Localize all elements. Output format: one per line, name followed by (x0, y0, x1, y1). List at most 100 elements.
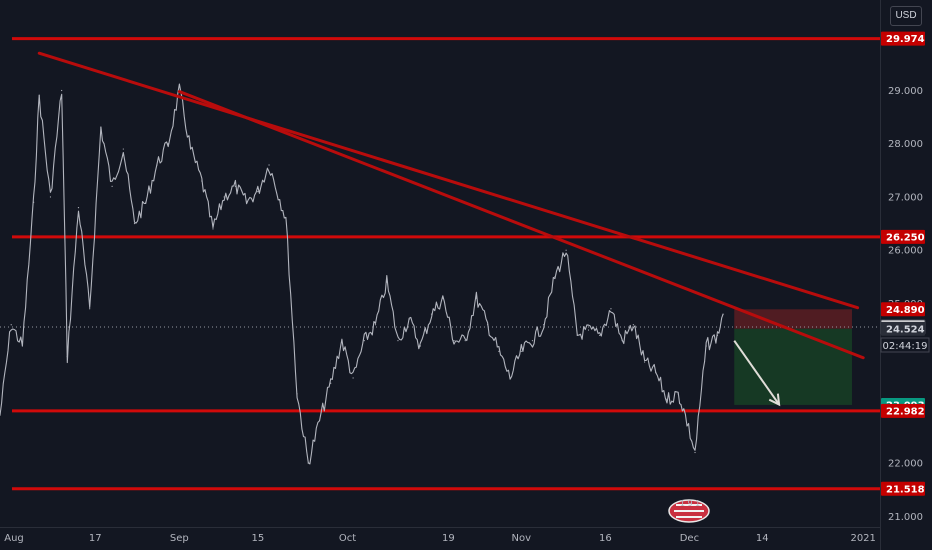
price-tag-red (881, 229, 925, 244)
price-axis-tags: 29.97426.25024.89024.55724.52423.09322.9… (880, 31, 926, 496)
price-point-1 (10, 324, 12, 326)
price-tick-label: 21.000 (888, 512, 923, 523)
stop-loss-zone (734, 309, 852, 329)
price-point-57 (632, 324, 634, 326)
trendline-1 (177, 90, 865, 360)
price-point-29 (318, 419, 321, 422)
price-tick-label: 29.000 (888, 86, 923, 97)
take-profit-zone (734, 328, 852, 405)
price-point-40 (442, 297, 444, 299)
price-point-30 (330, 382, 332, 384)
price-point-59 (655, 372, 657, 374)
price-tag-red (881, 302, 925, 317)
price-point-23 (246, 201, 248, 203)
price-point-12 (122, 148, 124, 150)
axes (0, 0, 881, 550)
price-point-25 (268, 164, 270, 166)
time-tick-label: Sep (170, 533, 189, 544)
price-tag-grey (881, 321, 925, 336)
time-tick-label: Nov (512, 533, 532, 544)
price-point-20 (212, 228, 214, 230)
price-point-63 (694, 451, 696, 454)
time-tick-label: Aug (4, 533, 24, 544)
price-point-53 (587, 329, 590, 331)
price-point-2 (21, 345, 24, 347)
price-tag-label: 29.974 (886, 34, 925, 45)
position-zones (734, 309, 852, 405)
time-tick-label: 16 (599, 533, 612, 544)
bar-countdown: 02:44:19 (883, 341, 928, 352)
price-point-54 (599, 334, 601, 336)
price-point-22 (234, 185, 237, 187)
price-point-38 (419, 345, 421, 347)
projection-arrow-head-icon (768, 393, 781, 407)
price-point-28 (307, 462, 309, 464)
price-point-21 (223, 196, 225, 198)
price-point-36 (397, 340, 399, 342)
price-point-19 (201, 180, 203, 182)
price-point-9 (89, 308, 91, 310)
price-point-13 (133, 222, 136, 225)
price-tag-label: 24.524 (886, 324, 925, 335)
countdown-box (880, 337, 930, 353)
price-point-39 (430, 313, 433, 315)
price-point-18 (189, 148, 192, 150)
price-point-27 (296, 393, 298, 395)
price-point-62 (683, 409, 685, 411)
price-point-3 (33, 201, 35, 203)
price-point-37 (408, 318, 410, 320)
price-series-line (0, 83, 724, 465)
price-point-6 (61, 89, 63, 92)
projection-arrow-shaft (733, 340, 780, 406)
horizontal-levels (12, 37, 880, 491)
price-point-35 (386, 281, 388, 283)
price-point-47 (520, 350, 522, 352)
price-tick-label: 22.000 (888, 459, 923, 470)
price-point-50 (554, 276, 556, 278)
price-point-4 (38, 95, 40, 97)
price-point-60 (666, 398, 668, 400)
time-tick-label: Dec (680, 533, 699, 544)
price-tag-red (881, 31, 925, 46)
price-point-31 (341, 340, 343, 342)
price-point-10 (100, 127, 102, 129)
event-marker-group[interactable]: 1 9 1 (668, 499, 710, 523)
price-point-58 (643, 361, 646, 363)
price-point-46 (509, 377, 511, 379)
price-point-52 (576, 334, 578, 336)
price-point-65 (716, 334, 719, 336)
price-tag-label: 24.890 (886, 305, 925, 316)
price-point-61 (677, 393, 679, 395)
price-point-49 (543, 324, 545, 326)
price-point-34 (374, 324, 377, 326)
flag-stripes-icon (674, 504, 704, 518)
price-tag-label: 22.982 (886, 406, 925, 417)
price-point-14 (145, 201, 147, 203)
price-point-48 (531, 340, 534, 342)
price-tick-label: 26.000 (888, 246, 923, 257)
price-tag-label: 21.518 (886, 484, 925, 495)
projection-arrow-group (733, 340, 781, 407)
time-tick-label: 15 (251, 533, 264, 544)
event-marker-label: 1 9 1 (680, 499, 700, 508)
price-tick-label: 28.000 (888, 139, 923, 150)
price-point-45 (498, 350, 500, 352)
price-point-26 (285, 217, 287, 219)
time-tick-label: Oct (339, 533, 356, 544)
price-tag-red (881, 481, 925, 496)
price-point-56 (621, 340, 623, 342)
price-point-44 (487, 324, 489, 326)
price-point-15 (156, 164, 158, 166)
price-point-42 (464, 340, 466, 342)
price-point-5 (49, 196, 52, 198)
price-point-8 (77, 207, 80, 209)
currency-button[interactable]: USD (890, 6, 922, 26)
price-point-33 (363, 340, 365, 342)
price-point-43 (475, 297, 478, 299)
countdown-group: 02:44:19 (880, 337, 930, 353)
price-point-32 (352, 377, 354, 379)
price-point-7 (66, 356, 68, 358)
price-series-group (0, 83, 724, 465)
